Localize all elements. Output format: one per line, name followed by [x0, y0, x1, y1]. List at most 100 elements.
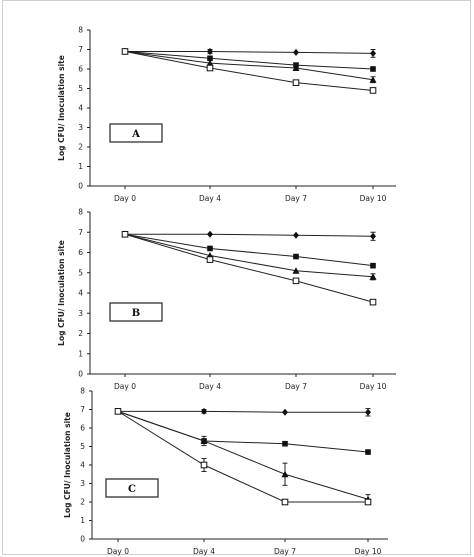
- data-point-diamond: [365, 408, 371, 416]
- y-tick-label: 5: [78, 84, 83, 93]
- panel-label-box: [109, 123, 163, 143]
- y-tick-label: 3: [78, 123, 83, 132]
- panel-label-box: [109, 302, 163, 322]
- y-tick-label: 5: [78, 268, 83, 277]
- series-line: [118, 410, 368, 413]
- data-point-open-square: [292, 79, 300, 86]
- series-line: [117, 410, 369, 453]
- y-tick-label: 2: [78, 329, 83, 338]
- data-point-open-square: [114, 408, 122, 415]
- y-tick-label: 3: [78, 309, 83, 318]
- y-tick-label: 1: [78, 349, 83, 358]
- data-point-square: [370, 66, 376, 72]
- y-tick-label: 6: [78, 248, 83, 257]
- series-line: [124, 50, 374, 91]
- data-point-diamond: [207, 230, 213, 238]
- data-point-triangle: [206, 59, 214, 67]
- data-point-triangle: [200, 437, 208, 444]
- data-point-diamond: [293, 48, 299, 56]
- data-point-square: [293, 253, 299, 260]
- x-tick-label: Day 4: [199, 382, 221, 391]
- y-tick-label: 5: [80, 442, 85, 451]
- data-point-square: [365, 449, 371, 455]
- chart-panel-b: 0 1 2 3 4 5 6 7 8 Day 0 Day 4 Day 7 Day 10 Log CFU/ I…: [57, 208, 396, 391]
- series-diamond: [122, 230, 376, 241]
- data-point-square: [207, 245, 213, 252]
- data-point-diamond: [370, 49, 376, 57]
- y-tick-label: 1: [80, 516, 85, 525]
- series-line: [117, 410, 368, 503]
- y-tick-label: 6: [80, 424, 85, 433]
- data-point-open-square: [121, 230, 129, 238]
- series-line: [124, 233, 374, 267]
- data-point-diamond: [201, 407, 207, 415]
- series-diamond: [115, 407, 371, 417]
- panel-label-box: [105, 478, 159, 498]
- x-tick-label: Day 7: [285, 194, 307, 203]
- y-axis-title: Log CFU/ Inoculation site: [63, 412, 72, 518]
- y-tick-label: 4: [80, 461, 85, 470]
- x-tick-label: Day 4: [199, 194, 221, 203]
- data-point-triangle: [292, 64, 300, 72]
- data-point-open-square: [206, 64, 214, 72]
- data-point-triangle: [369, 76, 377, 83]
- y-tick-label: 2: [80, 498, 85, 507]
- series-line: [117, 410, 369, 500]
- data-point-triangle: [369, 273, 377, 280]
- x-tick-label: Day 0: [114, 194, 136, 203]
- series-line: [124, 233, 374, 278]
- series-line: [124, 233, 374, 303]
- y-tick-label: 4: [78, 104, 83, 113]
- data-point-diamond: [370, 232, 376, 240]
- y-tick-label: 4: [78, 289, 83, 298]
- series-triangle: [121, 230, 377, 281]
- series-open-square: [121, 230, 377, 306]
- y-tick-label: 0: [80, 535, 85, 544]
- series-line: [125, 50, 374, 54]
- data-point-open-square: [364, 498, 372, 506]
- data-point-open-square: [200, 461, 208, 469]
- series-square: [115, 408, 371, 455]
- series-line: [125, 233, 374, 237]
- x-tick-label: Day 4: [193, 547, 215, 556]
- panel-label: B: [132, 308, 140, 319]
- y-tick-label: 7: [78, 45, 83, 54]
- y-tick-label: 1: [78, 162, 83, 171]
- data-point-open-square: [206, 256, 214, 263]
- y-tick-label: 7: [80, 405, 85, 414]
- y-tick-label: 8: [78, 26, 83, 35]
- data-point-square: [282, 440, 288, 447]
- data-point-square: [370, 262, 376, 269]
- data-point-open-square: [369, 87, 377, 94]
- chart-panel-a: 0 1 2 3 4 5 6 7 8 Day 0 Day 4 Day 7 Day 10 Log CFU/ I…: [57, 26, 396, 203]
- data-point-triangle: [292, 267, 300, 274]
- y-tick-label: 3: [80, 479, 85, 488]
- data-point-open-square: [369, 298, 377, 306]
- data-point-diamond: [282, 408, 288, 416]
- data-point-triangle: [281, 470, 289, 478]
- y-tick-label: 2: [78, 143, 83, 152]
- y-axis-title: Log CFU/ Inoculation site: [57, 55, 66, 161]
- x-tick-label: Day 0: [107, 547, 129, 556]
- y-axis-title: Log CFU/ Inoculation site: [57, 240, 66, 346]
- x-tick-label: Day 10: [360, 382, 387, 391]
- panel-label: C: [128, 484, 136, 495]
- x-tick-label: Day 7: [285, 382, 307, 391]
- series-line: [124, 50, 374, 70]
- series-open-square: [114, 408, 372, 506]
- x-tick-label: Day 10: [360, 194, 387, 203]
- x-tick-label: Day 0: [114, 382, 136, 391]
- y-tick-label: 6: [78, 65, 83, 74]
- y-tick-label: 8: [78, 208, 83, 217]
- data-point-open-square: [121, 48, 129, 55]
- x-tick-label: Day 10: [355, 547, 382, 556]
- data-point-diamond: [293, 231, 299, 239]
- series-open-square: [121, 48, 377, 94]
- x-tick-label: Day 7: [274, 547, 296, 556]
- chart-panel-c: 0 1 2 3 4 5 6 7 8 Day 0 Day 4 Day 7 Day 10 Log CFU/ I…: [63, 387, 388, 556]
- data-point-square: [207, 55, 213, 62]
- series-line: [124, 50, 374, 81]
- y-tick-label: 0: [78, 370, 83, 379]
